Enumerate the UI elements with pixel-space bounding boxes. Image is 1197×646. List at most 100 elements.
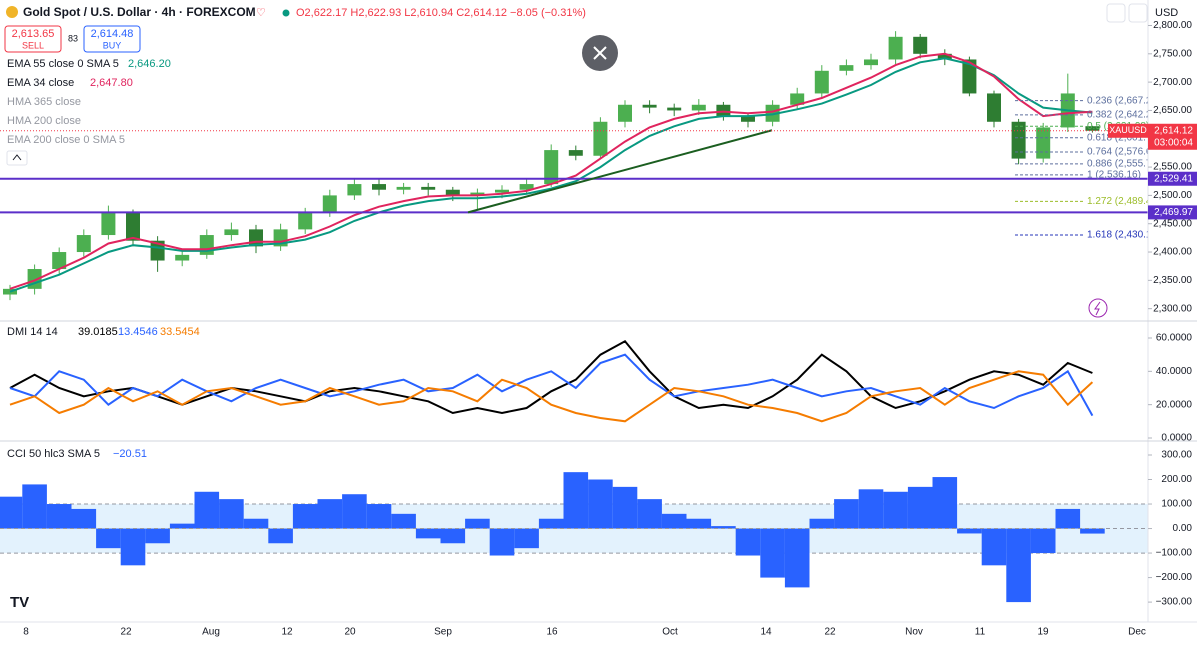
symbol-icon [6, 6, 18, 18]
y-tick-label: −200.00 [1156, 572, 1193, 583]
candle-body [101, 212, 116, 236]
indicator-line [9, 370, 1094, 423]
indicator-value: 33.5454 [160, 326, 200, 338]
ema-line [9, 52, 1093, 290]
events-button[interactable] [1088, 298, 1108, 318]
cci-bar [784, 528, 810, 588]
candle-body [691, 104, 706, 111]
cci-bar [489, 528, 515, 556]
symbol-title[interactable]: Gold Spot / U.S. Dollar · 4h · FOREXCOM [23, 5, 256, 19]
candle-body [888, 36, 903, 60]
x-tick-label: Oct [662, 627, 678, 638]
cci-bar [465, 518, 490, 529]
candle-body [224, 229, 239, 236]
candle-body [372, 184, 386, 190]
cci-bar [243, 518, 269, 529]
y-tick-label: 200.00 [1161, 474, 1192, 485]
candle-body [421, 186, 436, 190]
indicator-name[interactable]: DMI 14 14 [7, 326, 58, 338]
candle-body [76, 235, 91, 253]
cci-bar [366, 504, 392, 529]
x-tick-label: 22 [120, 627, 132, 638]
candle-body [126, 212, 140, 241]
y-tick-label: 2,800.00 [1153, 20, 1192, 31]
candle-body [1011, 121, 1026, 159]
x-tick-label: Nov [905, 627, 923, 638]
y-tick-label: 0.0000 [1161, 433, 1192, 444]
collapse-button[interactable] [6, 150, 28, 166]
y-tick-label: 0.00 [1173, 523, 1193, 534]
cci-bar [907, 486, 933, 529]
cci-bar [317, 499, 343, 529]
candle-body [839, 65, 854, 71]
countdown: 03:00:04 [1154, 137, 1193, 148]
price-tag [1148, 123, 1197, 150]
cci-bar [932, 477, 958, 529]
symbol-tag-label: XAUUSD [1109, 125, 1147, 135]
candle-body [495, 189, 509, 193]
price-axis: 2,300.00 2,350.00 2,400.00 2,450.00 2,500.00… [1108, 0, 1197, 646]
trendline [467, 129, 773, 214]
candle-body [175, 254, 190, 261]
buy-button[interactable] [83, 25, 141, 53]
fib-label: 1.272 (2,489.49) [1087, 196, 1160, 207]
sell-button[interactable] [4, 25, 62, 53]
hidden-indicator[interactable]: EMA 200 close 0 SMA 5 [7, 134, 125, 146]
hidden-indicator[interactable]: HMA 200 close [7, 115, 81, 127]
cci-bar [858, 489, 884, 529]
y-tick-label: −300.00 [1156, 597, 1193, 608]
candle-body [913, 36, 928, 54]
y-tick-label: 40.0000 [1156, 366, 1193, 377]
y-tick-label: 100.00 [1161, 499, 1192, 510]
y-tick-label: 2,750.00 [1153, 48, 1192, 59]
x-tick-label: Aug [202, 627, 220, 638]
cci-bar [637, 499, 662, 529]
indicator-name[interactable]: CCI 50 hlc3 SMA 5 [7, 448, 100, 460]
currency[interactable]: USD [1155, 7, 1178, 19]
candle-body [790, 93, 805, 105]
candle-body [544, 150, 559, 185]
candle-body [52, 252, 67, 270]
close-icon [593, 46, 607, 60]
candle-body [864, 59, 878, 66]
candle-body [741, 116, 755, 122]
indicator-name[interactable]: EMA 55 close 0 SMA 5 [7, 58, 119, 70]
download-button[interactable] [1106, 3, 1126, 23]
layout-button[interactable] [1128, 3, 1148, 23]
sell-price: 2,613.65 [12, 28, 55, 40]
hidden-indicator[interactable]: HMA 365 close [7, 96, 81, 108]
candle-body [962, 59, 977, 94]
symbol-tag [1108, 123, 1148, 138]
indicator-value: 2,646.20 [128, 58, 171, 70]
cci-bar [71, 508, 97, 529]
market-status [282, 9, 290, 17]
candle-body [642, 104, 657, 108]
x-tick-label: 11 [975, 627, 986, 638]
buy-label: BUY [103, 40, 122, 50]
indicator-value: 2,647.80 [90, 77, 133, 89]
cci-bar [809, 518, 835, 529]
cci-bar [96, 528, 121, 549]
candle-body [519, 184, 534, 190]
cci-bar [169, 523, 195, 529]
indicator-value: 39.0185 [78, 326, 118, 338]
indicator-value: 13.4546 [118, 326, 158, 338]
indicator-value: −20.51 [113, 448, 147, 460]
cci-bar [538, 518, 564, 529]
cci-bar [145, 528, 170, 544]
x-tick-label: 8 [23, 627, 29, 638]
cci-bar [735, 528, 761, 556]
cci-bar [0, 496, 23, 529]
x-tick-label: Dec [1128, 627, 1146, 638]
cci-bar [514, 528, 539, 549]
cci-bar [711, 526, 736, 529]
indicator-name[interactable]: EMA 34 close [7, 77, 74, 89]
cci-bar [1055, 508, 1081, 529]
candle-body [1036, 127, 1051, 159]
cci-bar [415, 528, 441, 539]
fib-label: 0.886 (2,555.73) [1087, 158, 1160, 169]
y-tick-label: 2,450.00 [1153, 218, 1192, 229]
favorite-icon[interactable]: ♡ [256, 7, 266, 19]
cci-bar [46, 504, 72, 529]
